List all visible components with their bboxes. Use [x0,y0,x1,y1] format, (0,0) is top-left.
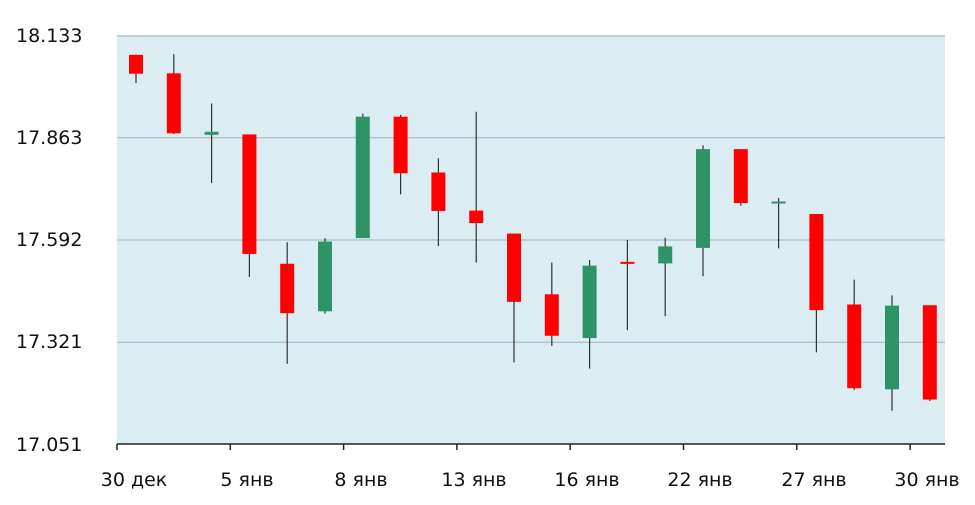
candle-body [204,131,219,135]
candle-body [771,201,786,204]
candle-body [544,294,559,336]
candle-body [582,265,597,339]
y-tick-label: 17.592 [16,229,82,251]
candle-body [847,304,862,389]
candles [129,54,937,411]
x-tick-label: 13 янв [441,469,506,491]
candle-body [355,116,370,239]
x-tick-label: 30 дек [101,469,168,491]
y-tick-label: 17.321 [16,331,82,353]
candle-body [469,210,484,224]
candle-body [242,134,257,254]
candle-body [696,149,710,248]
candle-body [922,305,937,400]
x-tick-label: 5 янв [220,469,273,491]
candle-body [129,54,143,74]
candle-body [733,149,748,204]
candle-body [166,73,181,134]
candle-body [280,263,295,314]
candle-body [507,233,521,302]
x-tick-label: 22 янв [667,469,732,491]
candle-body [885,305,899,390]
x-axis-ticks [116,444,911,450]
x-tick-label: 30 янв [894,469,959,491]
y-tick-label: 18.133 [16,25,82,47]
x-tick-label: 8 янв [334,469,387,491]
candle-body [658,246,673,264]
candle-body [620,261,635,264]
y-tick-label: 17.051 [16,434,82,456]
candle-body [809,213,824,311]
x-tick-label: 27 янв [781,469,846,491]
candle-body [393,116,408,174]
x-tick-label: 16 янв [554,469,619,491]
candle-body [318,241,332,312]
y-tick-label: 17.863 [16,127,82,149]
candle-body [431,172,446,211]
